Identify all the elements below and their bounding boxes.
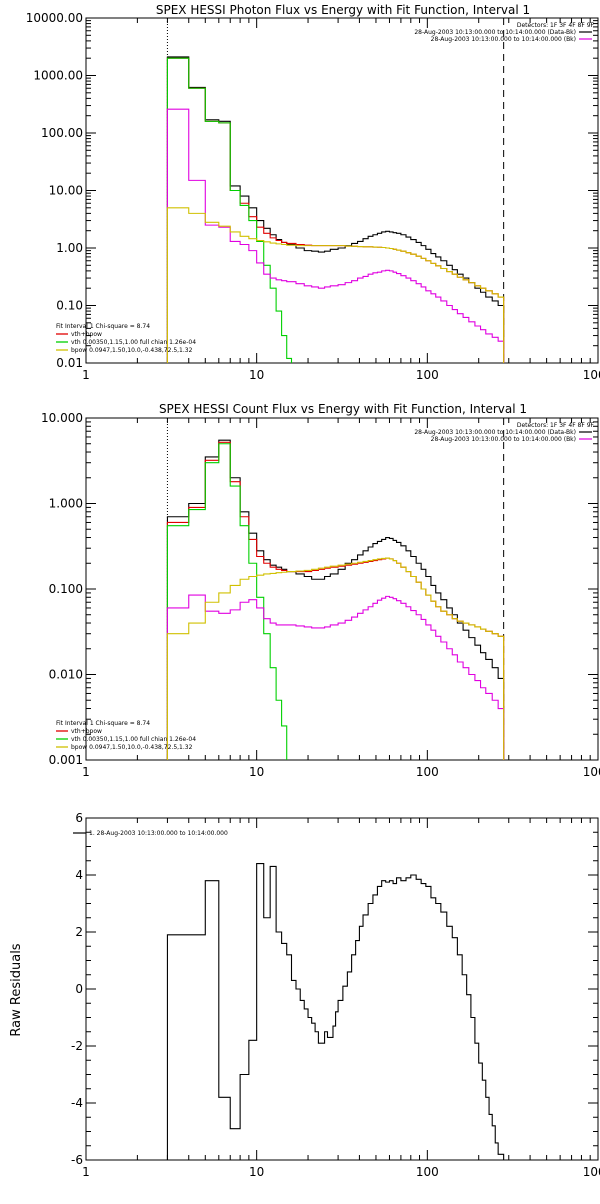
y-tick-label: 1.000 [49,497,83,511]
y-tick-label: 0.001 [49,753,83,767]
legend-label: bpow 0.0947,1.50,10.0,-0.438,72.5,1.32 [71,347,193,354]
legend-label: 1. 28-Aug-2003 10:13:00.000 to 10:14:00.… [89,830,228,837]
plot-frame [85,17,599,364]
y-tick-label: 6 [75,811,83,825]
x-tick-label: 10 [249,1165,264,1179]
residuals-ylabel: Raw Residuals [9,943,24,1036]
series-line-2 [166,443,288,760]
y-tick-label: 10000.00 [26,11,83,25]
annotation-text: 28-Aug-2003 10:13:00.000 to 10:14:00.000… [414,29,576,36]
y-tick-label: 1.00 [56,241,83,255]
series-line-3 [166,594,505,760]
legend-header: Fit Interval 1 Chi-square = 8.74 [56,323,150,330]
annotation-text: 28-Aug-2003 10:13:00.000 to 10:14:00.000… [431,436,576,443]
x-tick-label: 10 [249,765,264,779]
legend-label: vth+bpow [71,728,102,735]
y-tick-label: 0.010 [49,668,83,682]
legend-label: vth 0.00350,1.15,1.00 full chian 1.26e-0… [71,339,196,346]
y-tick-label: -6 [71,1153,83,1167]
x-tick-label: 100 [416,368,439,382]
photon-flux-title: SPEX HESSI Photon Flux vs Energy with Fi… [156,3,530,17]
annotation-text: 28-Aug-2003 10:13:00.000 to 10:14:00.000… [431,36,576,43]
y-tick-label: 0.10 [56,299,83,313]
photon-flux-panel: SPEX HESSI Photon Flux vs Energy with Fi… [26,3,600,382]
residuals-panel: Raw Residuals 1 10 100 1000 -6 -4 -2 0 2 4 6 1. 28-… [9,811,600,1179]
y-tick-label: -2 [71,1039,83,1053]
plot-frame [85,817,599,1161]
plot-frame [85,417,599,761]
series-line-4 [166,557,505,760]
x-tick-label: 1000 [583,765,600,779]
series-line-0 [166,863,505,1160]
legend-label: bpow 0.0947,1.50,10.0,-0.438,72.5,1.32 [71,744,193,751]
series-line-0 [166,56,505,363]
x-tick-label: 1000 [583,1165,600,1179]
legend-label: vth 0.00350,1.15,1.00 full chian 1.26e-0… [71,736,196,743]
series-line-1 [166,441,505,760]
x-tick-label: 100 [416,1165,439,1179]
x-tick-label: 1 [82,1165,90,1179]
y-tick-label: -4 [71,1096,83,1110]
x-tick-label: 100 [416,765,439,779]
count-flux-panel: SPEX HESSI Count Flux vs Energy with Fit… [41,402,600,779]
x-tick-label: 1 [82,368,90,382]
annotation-text: Detectors: 1F 3F 4F 8F 9F [517,22,595,29]
annotation-text: 28-Aug-2003 10:13:00.000 to 10:14:00.000… [414,429,576,436]
series-line-3 [166,108,505,363]
y-tick-label: 10.00 [49,184,83,198]
x-tick-label: 1 [82,765,90,779]
x-tick-label: 1000 [583,368,600,382]
y-tick-label: 2 [75,925,83,939]
y-tick-label: 4 [75,868,83,882]
legend-header: Fit Interval 1 Chi-square = 8.74 [56,720,150,727]
y-tick-label: 1000.00 [33,69,83,83]
y-tick-label: 100.00 [41,126,83,140]
y-tick-label: 0.01 [56,356,83,370]
legend-label: vth+bpow [71,331,102,338]
y-tick-label: 0 [75,982,83,996]
y-tick-label: 0.100 [49,582,83,596]
series-line-2 [166,57,293,363]
x-tick-label: 10 [249,368,264,382]
series-line-1 [166,57,505,363]
series-line-4 [166,207,505,363]
annotation-text: Detectors: 1F 3F 4F 8F 9F [517,422,595,429]
count-flux-title: SPEX HESSI Count Flux vs Energy with Fit… [159,402,527,416]
y-tick-label: 10.000 [41,411,83,425]
